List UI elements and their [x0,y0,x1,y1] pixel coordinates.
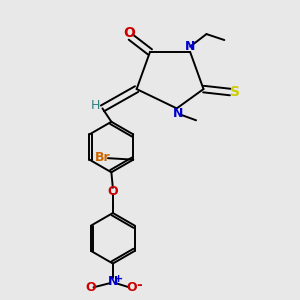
Text: N: N [108,275,118,288]
Text: N: N [185,40,195,53]
Text: H: H [91,99,101,112]
Text: O: O [107,185,118,198]
Text: S: S [230,85,240,99]
Text: -: - [136,278,142,292]
Text: +: + [114,274,123,284]
Text: Br: Br [95,151,110,164]
Text: O: O [123,26,135,40]
Text: O: O [85,281,96,294]
Text: O: O [127,281,137,294]
Text: N: N [173,107,183,120]
